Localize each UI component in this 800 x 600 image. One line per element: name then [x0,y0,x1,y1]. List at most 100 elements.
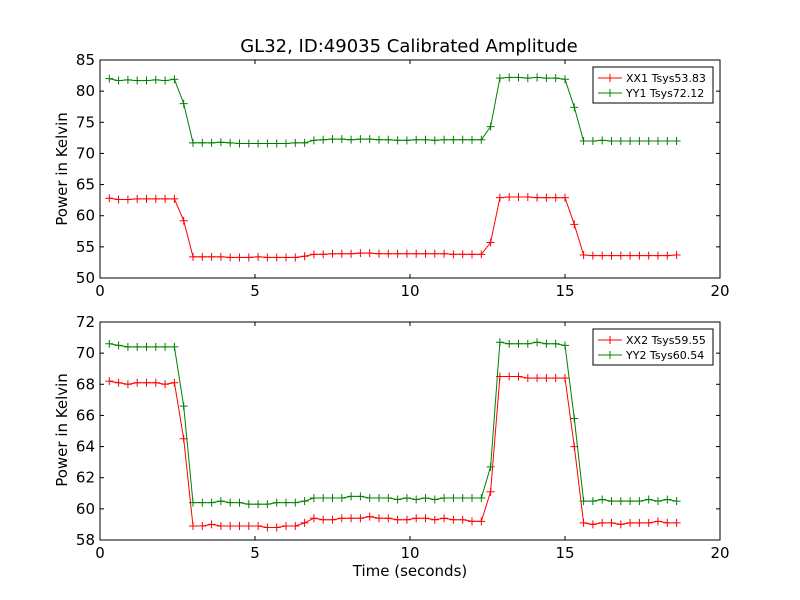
data-point [105,194,114,203]
y-tick-label: 62 [76,469,95,487]
data-point [189,498,197,507]
data-point [170,378,179,387]
data-point [263,253,272,262]
data-point [263,523,272,532]
data-point [291,253,300,262]
data-point [654,251,662,260]
legend-label: YY2 Tsys60.54 [625,349,704,362]
data-point [393,495,402,504]
data-point [365,249,374,258]
data-point [616,136,625,145]
data-point [375,135,383,144]
data-point [607,518,616,527]
y-tick-label: 60 [76,500,95,518]
data-point [672,136,681,145]
data-point [458,135,467,144]
data-point [663,251,672,260]
data-point [626,251,635,260]
data-point [123,195,132,204]
data-point [189,521,197,530]
data-point [161,76,170,85]
data-point [114,195,123,204]
data-point [282,498,290,507]
data-point [356,492,365,501]
data-point [328,135,337,144]
series-layer [105,338,681,532]
data-point [170,342,179,351]
data-point [402,136,411,145]
data-point [468,517,476,526]
legend-label: YY1 Tsys72.12 [625,87,704,100]
data-point [495,338,504,347]
series-markers [105,73,681,148]
data-point [607,136,616,145]
x-tick-label: 5 [250,544,260,562]
data-point [282,139,290,148]
data-point [588,251,597,260]
data-point [533,338,542,347]
chart-title: GL32, ID:49035 Calibrated Amplitude [240,36,578,57]
data-point [561,341,569,350]
data-point [235,253,244,262]
data-point [505,193,514,202]
data-point [421,249,430,258]
data-point [672,250,681,259]
data-point [588,520,597,529]
data-point [356,249,365,258]
y-tick-label: 80 [76,82,95,100]
data-point [421,514,430,523]
data-point [663,136,672,145]
data-point [598,495,607,504]
data-point [151,75,160,84]
legend-label: XX1 Tsys53.83 [626,72,706,85]
data-point [551,74,560,83]
data-point [551,339,560,348]
data-point [198,252,207,261]
data-point [579,497,588,506]
data-point [430,495,439,504]
data-point [328,515,337,524]
x-tick-label: 10 [400,282,419,300]
data-point [133,378,142,387]
y-tick-label: 68 [76,375,95,393]
series-line-yy2 [109,341,677,505]
data-point [133,342,142,351]
x-tick-label: 0 [95,282,105,300]
data-point [598,518,607,527]
data-point [291,498,300,507]
data-point [505,339,514,348]
data-point [449,493,458,502]
data-point [235,498,244,507]
y-tick-label: 60 [76,207,95,225]
data-point [300,138,309,147]
data-point [254,252,263,261]
data-point [272,253,281,262]
data-point [123,380,132,389]
data-point [105,377,114,386]
data-point [644,495,653,504]
data-point [328,493,337,502]
data-point [561,75,569,84]
data-point [644,518,653,527]
data-point [430,249,439,258]
data-point [384,493,393,502]
data-point [570,414,579,423]
data-point [375,514,383,523]
data-point [300,518,309,527]
data-point [254,521,263,530]
data-point [458,515,467,524]
x-tick-label: 20 [710,282,729,300]
x-tick-label: 20 [710,544,729,562]
data-point [337,249,346,258]
data-point [607,251,616,260]
data-point [161,380,170,389]
data-point [170,75,179,84]
y-tick-label: 85 [76,51,95,69]
data-point [477,135,486,144]
data-point [570,220,579,229]
legend-box [592,66,714,104]
data-point [337,514,346,523]
data-point [486,487,495,496]
data-point [449,135,458,144]
data-point [440,135,449,144]
